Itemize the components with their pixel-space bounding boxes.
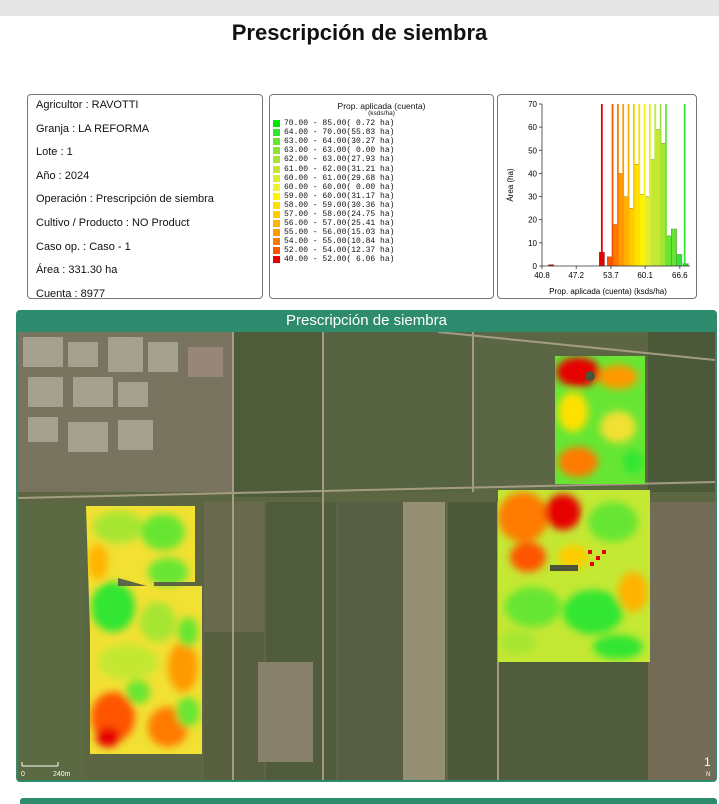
legend-label: 58.00 - 59.00(30.36 ha)	[284, 200, 395, 210]
legend-row: 55.00 - 56.00(15.03 ha)	[273, 228, 394, 237]
bottom-section-bar	[20, 798, 717, 804]
legend-swatch	[273, 165, 280, 173]
legend-swatch	[273, 174, 280, 182]
legend-row: 59.00 - 60.00(31.17 ha)	[273, 192, 394, 201]
prescription-field-west	[86, 506, 202, 754]
histogram-panel: 0 10 20 30 40 50 60 70 40.8 47.2 53.7 60.1 66.6 Área …	[497, 94, 697, 299]
y-tick-label: 30	[528, 193, 537, 202]
legend-swatch	[273, 129, 280, 137]
legend-row: 60.00 - 61.00(29.68 ha)	[273, 174, 394, 183]
legend-row: 70.00 - 85.00( 0.72 ha)	[273, 119, 394, 128]
legend-label: 64.00 - 70.00(55.83 ha)	[284, 128, 395, 138]
legend-label: 60.00 - 61.00(29.68 ha)	[284, 173, 395, 183]
legend-swatch	[273, 120, 280, 128]
legend-unit: (ksds/ha)	[368, 110, 395, 117]
legend-label: 63.00 - 64.00(30.27 ha)	[284, 137, 395, 147]
scale-label: 240m	[53, 771, 71, 778]
y-tick-label: 20	[528, 216, 537, 225]
legend-swatch	[273, 192, 280, 200]
legend-label: 56.00 - 57.00(25.41 ha)	[284, 219, 395, 229]
legend-rows: 70.00 - 85.00( 0.72 ha) 64.00 - 70.00(55.…	[273, 119, 394, 265]
agricultor-text: Agricultor : RAVOTTI	[36, 99, 139, 111]
legend-label: 57.00 - 58.00(24.75 ha)	[284, 209, 395, 219]
legend-row: 40.00 - 52.00( 6.06 ha)	[273, 255, 394, 264]
legend-row: 58.00 - 59.00(30.36 ha)	[273, 201, 394, 210]
y-tick-label: 40	[528, 169, 537, 178]
legend-row: 52.00 - 54.00(12.37 ha)	[273, 246, 394, 255]
legend-row: 62.00 - 63.00(27.93 ha)	[273, 155, 394, 164]
operacion-text: Operación : Prescripción de siembra	[36, 193, 214, 206]
legend-panel: Prop. aplicada (cuenta) (ksds/ha) 70.00 …	[269, 94, 494, 299]
north-letter: N	[706, 772, 710, 778]
x-tick-label: 40.8	[534, 271, 550, 280]
legend-swatch	[273, 229, 280, 237]
roads	[18, 332, 715, 780]
histogram-chart: 0 10 20 30 40 50 60 70 40.8 47.2 53.7 60.1 66.6 Área …	[506, 100, 690, 296]
y-tick-label: 60	[528, 123, 537, 132]
crop-parcels	[18, 332, 715, 780]
legend-label: 59.00 - 60.00(31.17 ha)	[284, 191, 395, 201]
map-frame: Prescripción de siembra	[16, 310, 717, 782]
legend-label: 63.00 - 63.00( 0.00 ha)	[284, 146, 395, 156]
legend-swatch	[273, 156, 280, 164]
legend-label: 70.00 - 85.00( 0.72 ha)	[284, 119, 395, 129]
legend-swatch	[273, 201, 280, 209]
caso-text: Caso op. : Caso - 1	[36, 240, 131, 253]
legend-row: 54.00 - 55.00(10.84 ha)	[273, 237, 394, 246]
y-tick-label: 50	[528, 146, 537, 155]
legend-label: 55.00 - 56.00(15.03 ha)	[284, 228, 395, 238]
x-tick-label: 66.6	[672, 271, 688, 280]
x-tick-label: 53.7	[603, 271, 619, 280]
legend-row: 63.00 - 64.00(30.27 ha)	[273, 137, 394, 146]
legend-swatch	[273, 210, 280, 218]
area-text: Área : 331.30 ha	[36, 264, 118, 277]
x-tick-label: 47.2	[568, 271, 584, 280]
legend-title: Prop. aplicada (cuenta)	[337, 101, 426, 111]
town-area	[23, 337, 223, 452]
top-bar	[0, 0, 719, 16]
field-info-panel: Agricultor : RAVOTTI Granja : LA REFORMA…	[27, 94, 263, 300]
legend-swatch	[273, 220, 280, 228]
x-tick-label: 60.1	[637, 271, 653, 280]
legend-swatch	[273, 147, 280, 155]
prescription-field-east	[498, 490, 650, 662]
north-symbol: 1	[704, 755, 711, 769]
legend-label: 52.00 - 54.00(12.37 ha)	[284, 246, 395, 256]
cultivo-text: Cultivo / Producto : NO Product	[36, 216, 190, 229]
north-arrow-icon: 1 N	[704, 755, 711, 778]
map-title: Prescripción de siembra	[286, 312, 447, 329]
x-axis-label: Prop. aplicada (cuenta) (ksds/ha)	[549, 287, 667, 296]
y-tick-label: 70	[528, 100, 537, 109]
y-tick-label: 0	[533, 262, 538, 271]
scale-zero: 0	[21, 771, 25, 778]
anio-text: Año : 2024	[36, 169, 90, 182]
histogram-bar	[671, 228, 677, 267]
histogram-bar	[676, 254, 683, 267]
legend-row: 63.00 - 63.00( 0.00 ha)	[273, 146, 394, 155]
satellite-map[interactable]: 0 240m 1 N	[18, 332, 715, 780]
lote-text: Lote : 1	[36, 146, 73, 159]
legend-label: 60.00 - 60.00( 0.00 ha)	[284, 182, 395, 192]
legend-label: 54.00 - 55.00(10.84 ha)	[284, 237, 395, 247]
page-title: Prescripción de siembra	[231, 20, 488, 45]
legend-swatch	[273, 238, 280, 246]
legend-row: 57.00 - 58.00(24.75 ha)	[273, 210, 394, 219]
legend-swatch	[273, 247, 280, 255]
legend-swatch	[273, 183, 280, 191]
legend-row: 56.00 - 57.00(25.41 ha)	[273, 219, 394, 228]
cuenta-text: Cuenta : 8977	[36, 287, 106, 300]
granja-text: Granja : LA REFORMA	[36, 122, 150, 135]
legend-row: 60.00 - 60.00( 0.00 ha)	[273, 183, 394, 192]
legend-swatch	[273, 138, 280, 146]
legend-row: 61.00 - 62.00(31.21 ha)	[273, 164, 395, 174]
y-axis-label: Área (ha)	[506, 168, 515, 202]
scale-bar: 0 240m	[21, 762, 71, 778]
legend-swatch	[273, 256, 280, 264]
legend-label: 40.00 - 52.00( 6.06 ha)	[284, 255, 395, 265]
legend-label: 61.00 - 62.00(31.21 ha)	[284, 164, 395, 174]
y-tick-label: 10	[528, 239, 537, 248]
prescription-field-northeast	[555, 356, 645, 484]
legend-row: 64.00 - 70.00(55.83 ha)	[273, 128, 394, 137]
legend-label: 62.00 - 63.00(27.93 ha)	[284, 155, 395, 165]
